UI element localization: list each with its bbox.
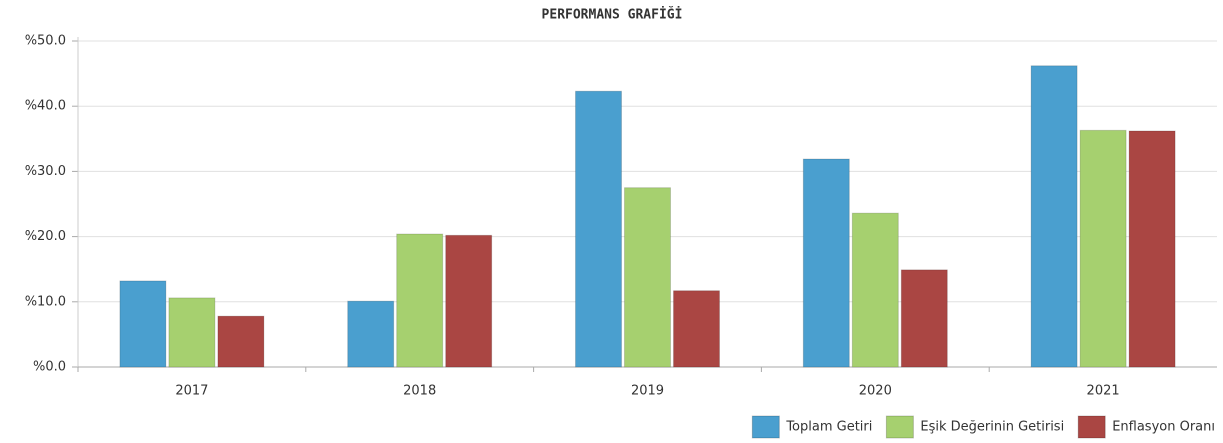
x-tick-label: 2019 [631, 384, 664, 399]
legend-swatch [751, 415, 780, 439]
bar [900, 269, 948, 368]
x-tick-label: 2021 [1087, 384, 1120, 399]
bar [673, 290, 720, 368]
bar [1128, 130, 1176, 368]
y-tick-label: %10.0 [25, 294, 66, 309]
y-tick-label: %20.0 [25, 229, 66, 244]
x-tick-label: 2020 [859, 384, 892, 399]
bar [396, 233, 444, 368]
bar [1079, 129, 1127, 368]
bar [575, 90, 622, 368]
legend-label: Eşik Değerinin Getirisi [920, 420, 1064, 435]
x-tick-label: 2018 [403, 384, 436, 399]
bar [802, 158, 850, 368]
y-tick-label: %30.0 [25, 164, 66, 179]
bar [217, 315, 265, 368]
bar [851, 212, 899, 368]
chart-title: PERFORMANS GRAFİĞİ [542, 7, 683, 23]
legend-label: Toplam Getiri [785, 420, 872, 435]
bar [624, 187, 671, 368]
bar [445, 234, 493, 368]
legend-swatch [885, 415, 914, 439]
legend-label: Enflasyon Oranı [1112, 420, 1215, 435]
x-tick-label: 2017 [175, 384, 208, 399]
bar [168, 297, 216, 368]
bar [1030, 65, 1078, 368]
legend-swatch [1077, 415, 1106, 439]
y-tick-label: %50.0 [25, 34, 66, 49]
y-tick-label: %40.0 [25, 99, 66, 114]
y-tick-label: %0.0 [33, 360, 66, 375]
bar [119, 280, 167, 368]
bar [347, 300, 395, 368]
